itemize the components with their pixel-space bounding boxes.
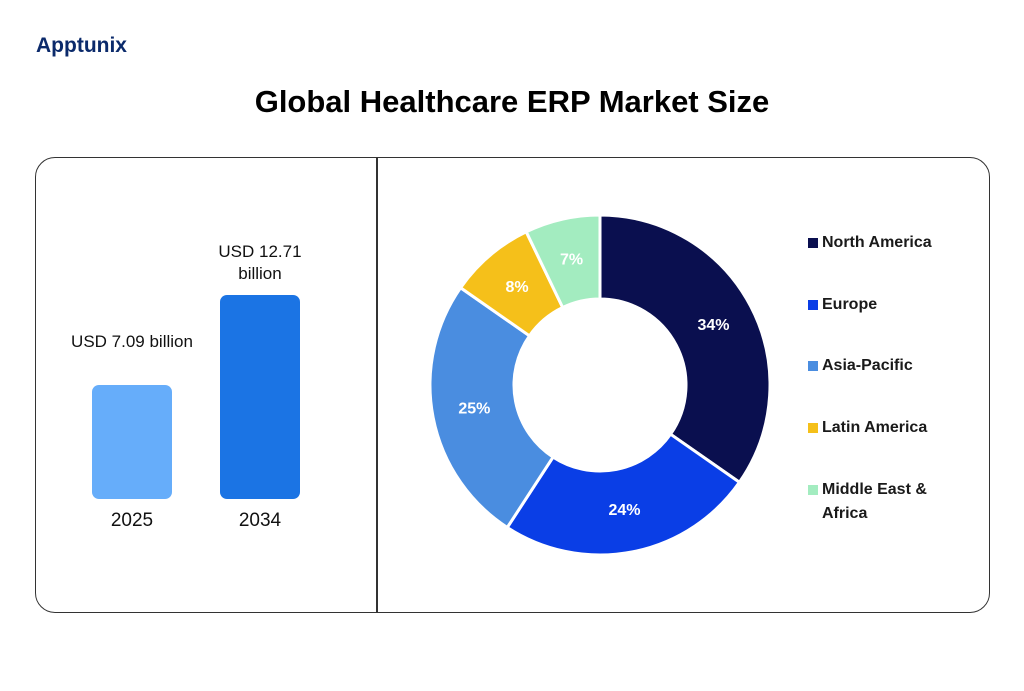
slice-label: 7% bbox=[560, 251, 583, 268]
bar bbox=[92, 385, 172, 499]
donut-slice bbox=[598, 213, 772, 485]
value-label: USD 7.09 billion bbox=[71, 332, 193, 352]
x-tick-label: 2034 bbox=[238, 510, 282, 531]
legend-swatch bbox=[808, 238, 818, 248]
legend-swatch bbox=[808, 299, 818, 310]
legend-label: Middle East & Africa bbox=[822, 480, 927, 522]
divider bbox=[376, 158, 378, 612]
page-title: Global Healthcare ERP Market Size bbox=[254, 84, 770, 119]
x-tick-label: 2025 bbox=[110, 510, 154, 531]
legend-label: Asia-Pacific bbox=[822, 357, 913, 375]
donut-chart: 34% 24% 25% 8% 7% bbox=[428, 213, 772, 557]
legend-label: Latin America bbox=[822, 419, 928, 437]
chart-panel bbox=[35, 157, 990, 613]
slice-label: 8% bbox=[505, 279, 528, 296]
legend-swatch bbox=[808, 361, 818, 372]
donut-slice bbox=[524, 213, 602, 310]
legend-swatch bbox=[808, 484, 818, 495]
slice-label: 25% bbox=[458, 401, 490, 418]
legend-swatch bbox=[808, 423, 818, 434]
donut-slice bbox=[428, 285, 556, 530]
legend-label: North America bbox=[822, 234, 932, 251]
slice-label: 34% bbox=[697, 317, 729, 334]
bar bbox=[220, 294, 300, 499]
logo: Apptunix bbox=[36, 34, 127, 57]
donut-slice bbox=[505, 432, 742, 557]
legend-label: Europe bbox=[822, 295, 878, 313]
value-label: USD 12.71 billion bbox=[218, 241, 302, 283]
slice-label: 24% bbox=[608, 502, 640, 519]
